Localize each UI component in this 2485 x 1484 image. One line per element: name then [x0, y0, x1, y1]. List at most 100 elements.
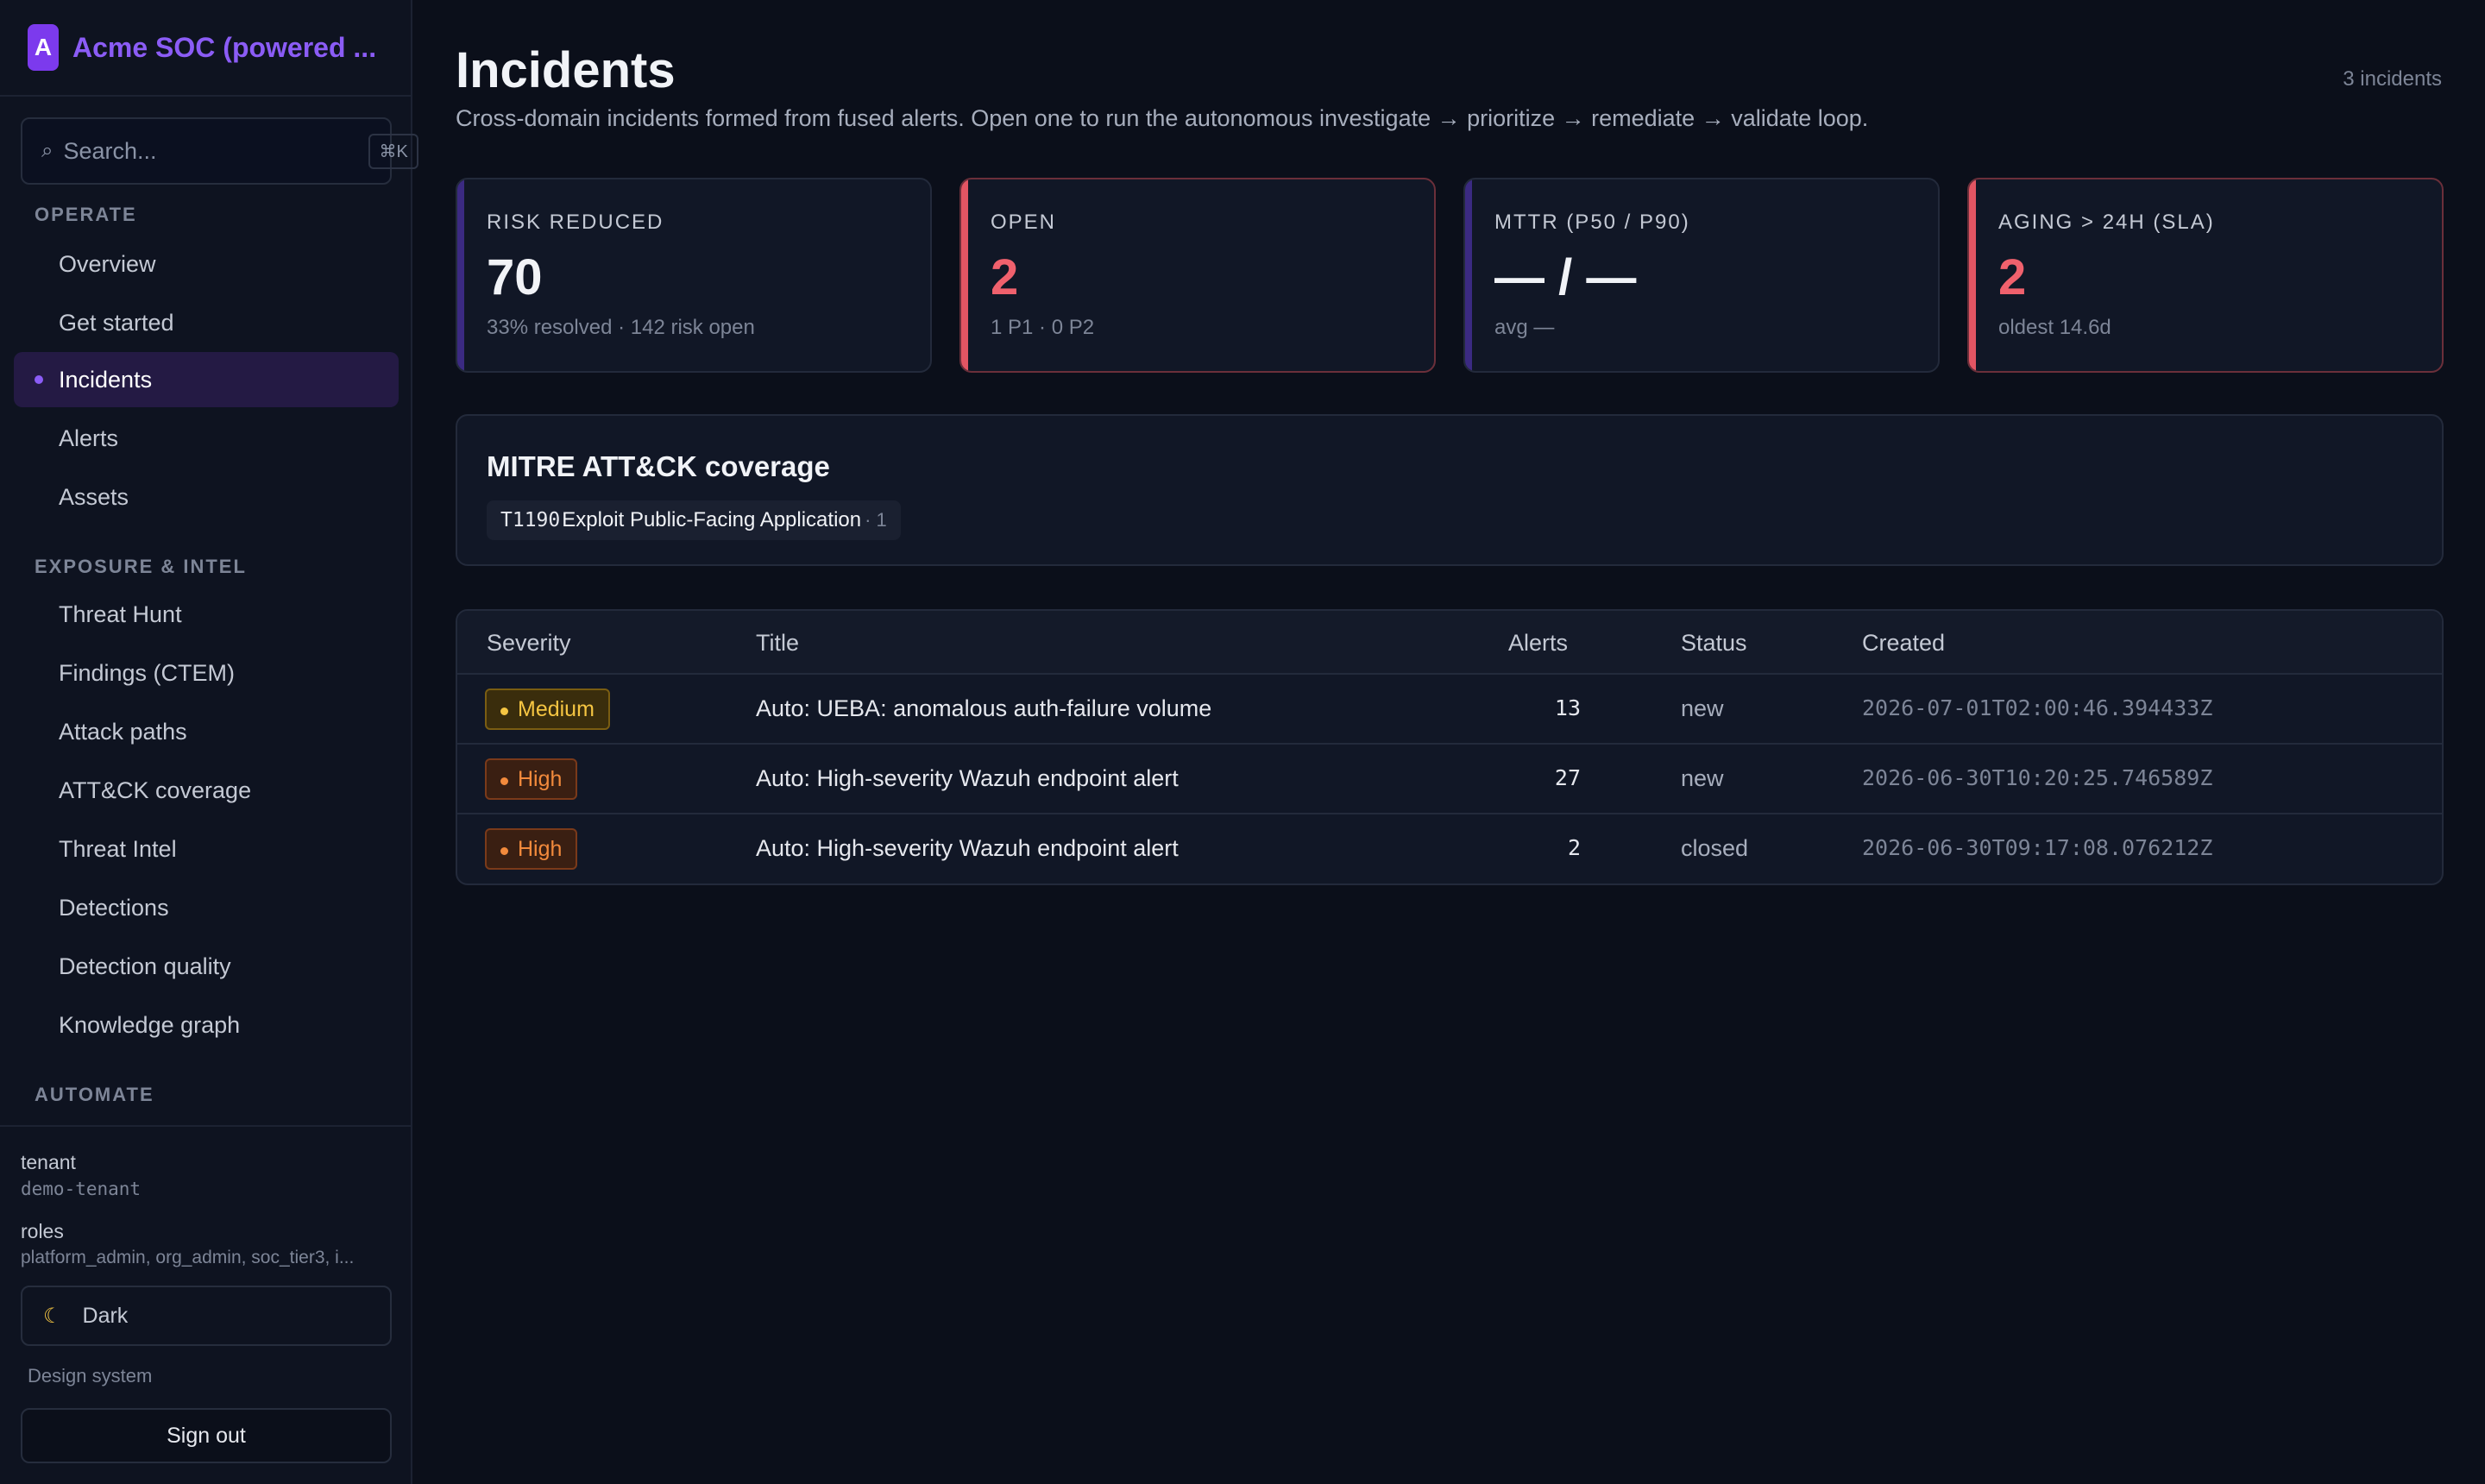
kpi-risk-reduced: RISK REDUCED 70 33% resolved · 142 risk …: [456, 178, 932, 373]
kpi-value: 70: [487, 249, 543, 305]
table-row[interactable]: High Auto: High-severity Wazuh endpoint …: [457, 745, 2442, 814]
search-box: ⌕ ⌘K: [21, 117, 418, 185]
sidebar-item-findings-ctem[interactable]: Findings (CTEM): [14, 645, 399, 701]
sidebar-item-label: Attack paths: [59, 718, 187, 745]
kpi-value: — / —: [1494, 249, 1637, 305]
kpi-value: 2: [991, 249, 1019, 305]
nav-section-operate: OPERATE: [35, 204, 137, 225]
kpi-accent-bar: [1969, 179, 1976, 371]
severity-badge: High: [485, 828, 578, 870]
column-header-created[interactable]: Created: [1862, 630, 1946, 656]
kpi-sub: avg —: [1494, 316, 1555, 339]
sidebar-item-attack-paths[interactable]: Attack paths: [14, 704, 399, 759]
sign-out-button[interactable]: Sign out: [21, 1408, 392, 1463]
created-timestamp: 2026-06-30T09:17:08.076212Z: [1862, 835, 2213, 860]
sidebar-item-label: Detection quality: [59, 953, 231, 979]
sidebar-item-alerts[interactable]: Alerts: [14, 411, 399, 466]
nav-section-exposure-intel: EXPOSURE & INTEL: [35, 556, 247, 577]
kpi-label: RISK REDUCED: [487, 211, 664, 234]
page-subtitle: Cross-domain incidents formed from fused…: [456, 105, 1869, 131]
sidebar-item-label: Alerts: [59, 424, 119, 451]
kpi-accent-bar: [961, 179, 968, 371]
kpi-mttr: MTTR (P50 / P90) — / — avg —: [1463, 178, 1940, 373]
technique-id: T1190: [500, 509, 561, 531]
sidebar-item-threat-intel[interactable]: Threat Intel: [14, 821, 399, 877]
sidebar-item-get-started[interactable]: Get started: [14, 295, 399, 350]
severity-badge: High: [485, 758, 578, 800]
incident-count: 3 incidents: [2343, 67, 2442, 91]
column-header-severity[interactable]: Severity: [487, 630, 571, 656]
sidebar-item-label: Knowledge graph: [59, 1011, 241, 1038]
kpi-aging-sla: AGING > 24H (SLA) 2 oldest 14.6d: [1967, 178, 2444, 373]
sidebar-item-assets[interactable]: Assets: [14, 469, 399, 525]
sidebar-item-detection-quality[interactable]: Detection quality: [14, 939, 399, 994]
incident-status: new: [1681, 695, 1724, 721]
created-timestamp: 2026-06-30T10:20:25.746589Z: [1862, 765, 2213, 790]
theme-toggle-button[interactable]: ☾ Dark: [21, 1286, 392, 1346]
severity-dot-icon: [500, 777, 508, 785]
sidebar-item-label: Detections: [59, 894, 169, 921]
theme-label: Dark: [82, 1303, 129, 1328]
kpi-sub: 33% resolved · 142 risk open: [487, 316, 755, 339]
sidebar-item-label: Threat Intel: [59, 835, 177, 862]
sidebar-item-overview[interactable]: Overview: [14, 236, 399, 292]
severity-label: High: [518, 836, 563, 861]
sidebar-item-label: Threat Hunt: [59, 601, 182, 627]
alert-count: 27: [1554, 765, 1581, 790]
table-row[interactable]: Medium Auto: UEBA: anomalous auth-failur…: [457, 675, 2442, 745]
kpi-sub: oldest 14.6d: [1998, 316, 2111, 339]
brand-name: Acme SOC (powered ...: [72, 31, 377, 63]
roles-label: roles: [21, 1220, 64, 1242]
kpi-label: AGING > 24H (SLA): [1998, 211, 2215, 234]
sidebar-item-detections[interactable]: Detections: [14, 880, 399, 935]
kpi-label: MTTR (P50 / P90): [1494, 211, 1690, 234]
sidebar-item-knowledge-graph[interactable]: Knowledge graph: [14, 997, 399, 1053]
severity-badge: Medium: [485, 689, 610, 730]
severity-dot-icon: [500, 847, 508, 855]
sidebar-item-incidents[interactable]: Incidents: [14, 352, 399, 407]
tenant-value: demo-tenant: [21, 1179, 142, 1199]
incident-status: closed: [1681, 835, 1749, 861]
shortcut-hint: ⌘K: [368, 133, 418, 169]
incident-title[interactable]: Auto: UEBA: anomalous auth-failure volum…: [756, 695, 1212, 721]
page-title: Incidents: [456, 42, 676, 98]
main-content: Incidents 3 incidents Cross-domain incid…: [412, 0, 2485, 1484]
tenant-label: tenant: [21, 1151, 76, 1173]
column-header-alerts[interactable]: Alerts: [1508, 630, 1569, 656]
column-header-title[interactable]: Title: [756, 630, 800, 656]
kpi-value: 2: [1998, 249, 2027, 305]
severity-label: High: [518, 766, 563, 791]
mitre-coverage-panel: MITRE ATT&CK coverage T1190 Exploit Publ…: [456, 414, 2444, 566]
sidebar-footer: tenant demo-tenant roles platform_admin,…: [0, 1125, 412, 1484]
kpi-sub: 1 P1 · 0 P2: [991, 316, 1095, 339]
table-row[interactable]: High Auto: High-severity Wazuh endpoint …: [457, 814, 2442, 883]
severity-dot-icon: [500, 707, 508, 715]
kpi-accent-bar: [1465, 179, 1472, 371]
table-header: Severity Title Alerts Status Created: [457, 611, 2442, 675]
incident-title[interactable]: Auto: High-severity Wazuh endpoint alert: [756, 765, 1179, 791]
sidebar-item-label: Findings (CTEM): [59, 659, 236, 686]
incident-title[interactable]: Auto: High-severity Wazuh endpoint alert: [756, 835, 1179, 861]
sidebar-item-threat-hunt[interactable]: Threat Hunt: [14, 587, 399, 642]
kpi-accent-bar: [457, 179, 464, 371]
column-header-status[interactable]: Status: [1681, 630, 1747, 656]
sidebar: A Acme SOC (powered ... ⌕ ⌘K OPERATE Ove…: [0, 0, 418, 1484]
sidebar-item-label: Assets: [59, 483, 129, 510]
search-input[interactable]: [63, 137, 369, 165]
sidebar-item-label: Incidents: [59, 366, 153, 393]
design-system-link[interactable]: Design system: [28, 1365, 153, 1387]
kpi-open: OPEN 2 1 P1 · 0 P2: [959, 178, 1436, 373]
roles-value: platform_admin, org_admin, soc_tier3, i.…: [21, 1248, 355, 1267]
alert-count: 13: [1554, 695, 1581, 720]
technique-count: · 1: [865, 509, 887, 531]
kpi-label: OPEN: [991, 211, 1057, 234]
created-timestamp: 2026-07-01T02:00:46.394433Z: [1862, 695, 2213, 720]
sidebar-item-attack-coverage[interactable]: ATT&CK coverage: [14, 763, 399, 818]
brand[interactable]: A Acme SOC (powered ...: [0, 0, 411, 97]
sidebar-item-label: Overview: [59, 250, 156, 277]
incident-status: new: [1681, 765, 1724, 791]
technique-name: Exploit Public-Facing Application: [562, 508, 862, 531]
mitre-title: MITRE ATT&CK coverage: [487, 450, 830, 482]
severity-label: Medium: [518, 696, 595, 721]
mitre-technique-chip[interactable]: T1190 Exploit Public-Facing Application …: [487, 500, 901, 540]
